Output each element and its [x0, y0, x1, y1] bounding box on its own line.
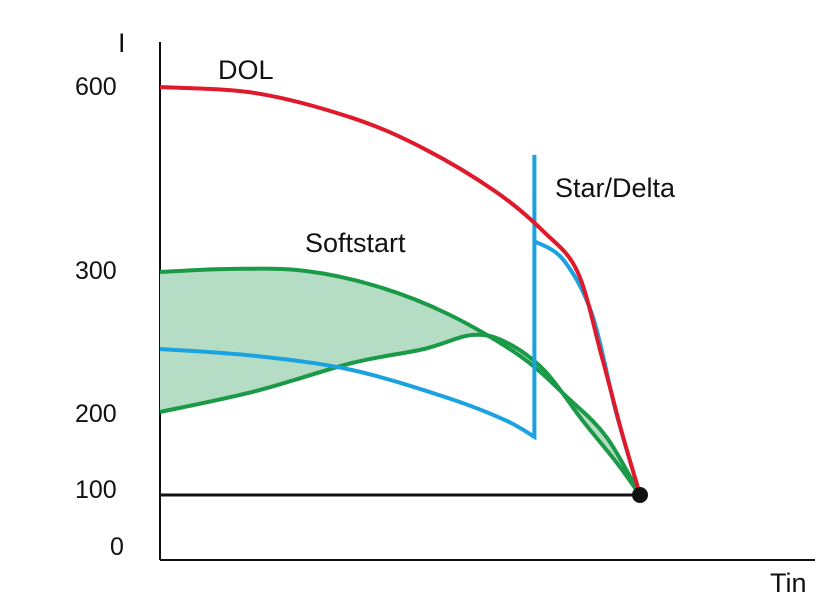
x-axis-title: Tin [770, 568, 807, 598]
y-tick-label-100: 100 [75, 476, 117, 504]
softstart-upper-line [159, 266, 642, 497]
y-tick-label-600: 600 [75, 73, 117, 101]
softstart-lower-line [159, 332, 642, 497]
star-delta-label: Star/Delta [555, 173, 676, 203]
end-point-marker [632, 487, 648, 503]
dol-label: DOL [218, 55, 274, 85]
y-tick-label-0: 0 [110, 533, 124, 561]
y-tick-label-200: 200 [75, 400, 117, 428]
y-tick-label-300: 300 [75, 257, 117, 285]
dol-series-line [159, 85, 642, 496]
softstart-label: Softstart [305, 228, 406, 258]
softstart-band-fill [160, 268, 640, 495]
y-axis-title: I [118, 28, 126, 58]
